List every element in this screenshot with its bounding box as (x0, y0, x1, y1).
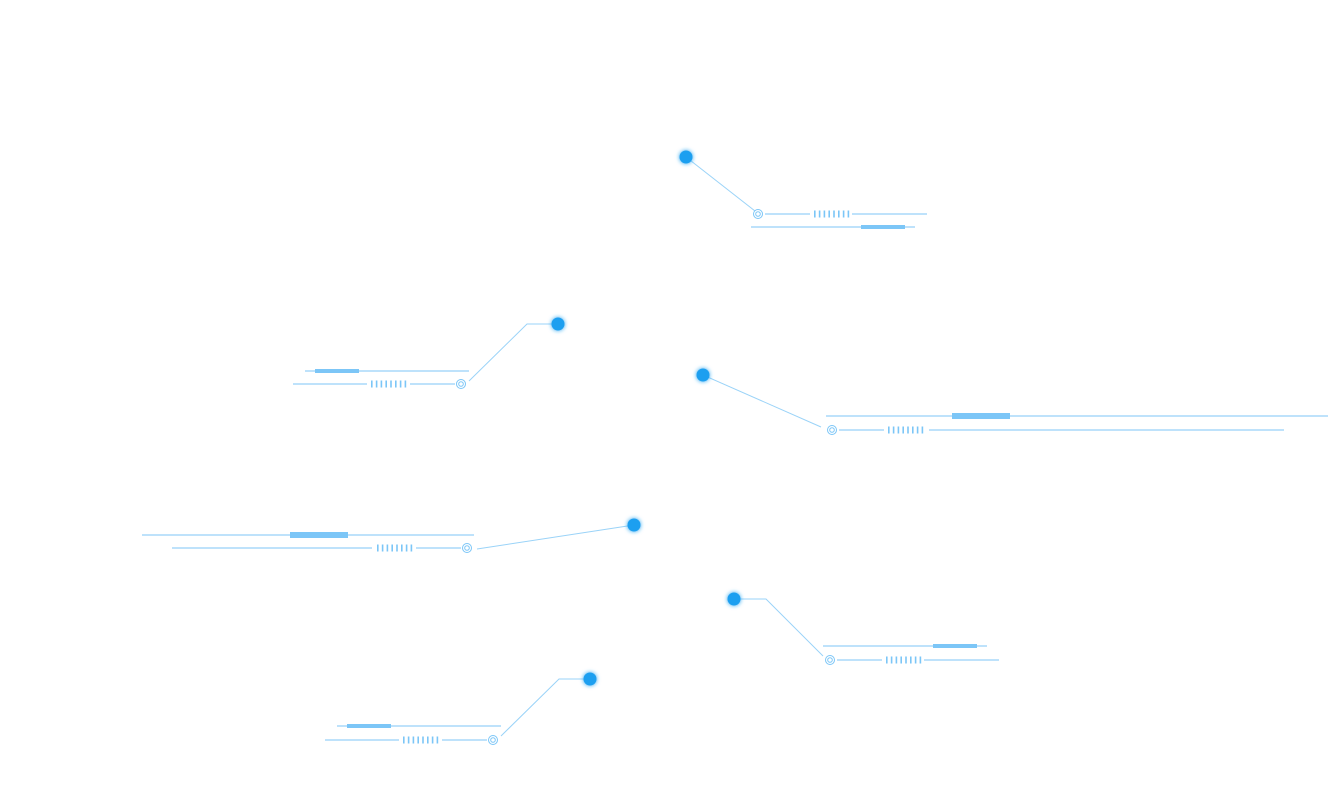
tick-mark (417, 736, 419, 744)
tick-mark (818, 210, 821, 218)
tick-mark (375, 380, 378, 388)
target-ring-icon (753, 209, 763, 219)
ring-outer (827, 425, 837, 435)
leader-line (685, 156, 756, 212)
tick-mark (895, 656, 898, 664)
tick-mark (427, 736, 429, 744)
target-ring-icon (488, 735, 498, 745)
tick-mark (407, 736, 410, 744)
tick-mark (902, 426, 904, 434)
glowing-dot-icon (727, 592, 741, 606)
highlight-bar (315, 369, 359, 373)
highlight-bar (347, 724, 391, 728)
target-ring-icon (825, 655, 835, 665)
tick-mark (900, 656, 902, 664)
ring-inner (490, 737, 496, 743)
target-ring-icon (462, 543, 472, 553)
tick-mark (396, 544, 398, 552)
tick-mark (436, 736, 439, 744)
tick-mark (828, 210, 830, 218)
tick-mark (847, 210, 850, 218)
highlight-bar (861, 225, 905, 229)
tick-mark (897, 426, 900, 434)
ring-inner (464, 545, 470, 551)
glowing-dot-icon (679, 150, 693, 164)
tick-mark (907, 426, 909, 434)
tick-mark (371, 380, 373, 388)
tick-marks-icon (403, 736, 439, 744)
callout-2 (293, 317, 565, 389)
leader-line (476, 524, 635, 550)
tick-mark (403, 736, 405, 744)
highlight-bar (952, 413, 1010, 419)
glowing-dot-icon (583, 672, 597, 686)
glowing-dot-icon (696, 368, 710, 382)
ring-inner (829, 427, 835, 433)
target-ring-icon (456, 379, 466, 389)
tick-mark (888, 426, 890, 434)
ring-outer (456, 379, 466, 389)
tick-mark (905, 656, 907, 664)
ring-outer (462, 543, 472, 553)
ring-outer (825, 655, 835, 665)
tick-mark (842, 210, 845, 218)
tick-mark (914, 656, 917, 664)
callout-1 (679, 150, 927, 229)
tick-mark (431, 736, 434, 744)
tick-mark (833, 210, 835, 218)
tick-mark (395, 380, 397, 388)
ring-outer (753, 209, 763, 219)
tick-marks-icon (888, 426, 924, 434)
tick-marks-icon (814, 210, 850, 218)
tick-mark (823, 210, 826, 218)
tick-mark (401, 544, 403, 552)
tick-mark (385, 380, 387, 388)
tick-mark (410, 544, 413, 552)
glowing-dot-icon (551, 317, 565, 331)
highlight-bar (933, 644, 977, 648)
tick-mark (916, 426, 919, 434)
tick-mark (814, 210, 816, 218)
callout-4 (142, 518, 641, 553)
glowing-dot-icon (627, 518, 641, 532)
tick-mark (377, 544, 379, 552)
tick-mark (405, 544, 408, 552)
highlight-bar (290, 532, 348, 538)
tick-mark (380, 380, 383, 388)
tick-mark (390, 380, 392, 388)
tick-marks-icon (371, 380, 407, 388)
tick-mark (890, 656, 893, 664)
tick-marks-icon (377, 544, 413, 552)
ring-inner (827, 657, 833, 663)
tick-mark (921, 426, 924, 434)
leader-line (468, 323, 558, 382)
tick-mark (391, 544, 393, 552)
tick-mark (910, 656, 912, 664)
tick-mark (919, 656, 922, 664)
tick-mark (422, 736, 424, 744)
leader-line (734, 598, 824, 657)
target-ring-icon (827, 425, 837, 435)
ring-inner (755, 211, 761, 217)
ring-inner (458, 381, 464, 387)
tick-mark (404, 380, 407, 388)
tick-mark (399, 380, 402, 388)
tick-mark (886, 656, 888, 664)
callout-6 (325, 672, 597, 745)
tick-mark (412, 736, 415, 744)
leader-line (500, 678, 590, 737)
tick-mark (381, 544, 384, 552)
ring-outer (488, 735, 498, 745)
callout-3 (696, 368, 1328, 435)
tick-mark (386, 544, 389, 552)
tick-marks-icon (886, 656, 922, 664)
tick-mark (912, 426, 914, 434)
callout-5 (727, 592, 999, 665)
tick-mark (892, 426, 895, 434)
leader-line (702, 374, 822, 428)
tick-mark (838, 210, 840, 218)
